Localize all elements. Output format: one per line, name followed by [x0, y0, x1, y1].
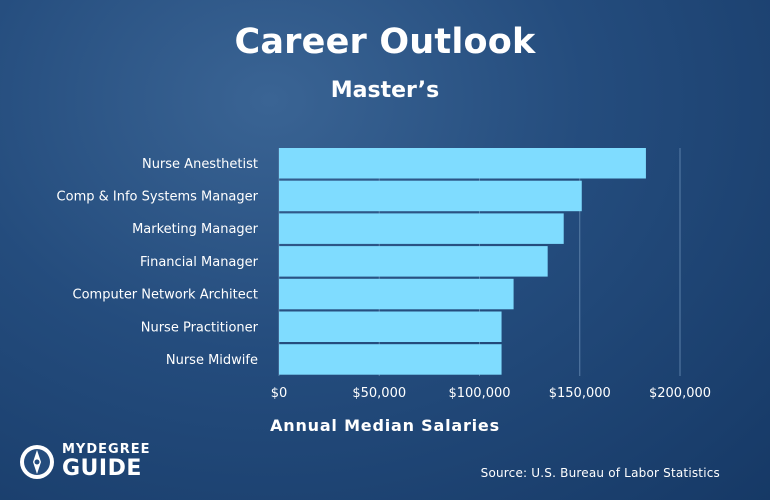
site-logo: MYDEGREE GUIDE — [18, 440, 151, 484]
bar — [279, 278, 514, 310]
x-tick-label: $0 — [271, 386, 288, 401]
source-note: Source: U.S. Bureau of Labor Statistics — [480, 466, 720, 480]
chart-subtitle: Master’s — [330, 78, 440, 103]
category-label: Financial Manager — [140, 255, 259, 270]
category-label: Nurse Midwife — [166, 353, 258, 368]
logo-text-top: MYDEGREE — [62, 442, 151, 457]
bar — [279, 148, 646, 179]
category-label: Computer Network Architect — [73, 288, 258, 303]
x-tick-label: $200,000 — [649, 386, 711, 401]
x-tick-label: $150,000 — [549, 386, 611, 401]
category-label: Nurse Anesthetist — [142, 157, 258, 172]
category-label: Comp & Info Systems Manager — [57, 189, 259, 204]
bar — [279, 180, 582, 212]
logo-text-bottom: GUIDE — [62, 456, 142, 481]
bar-chart: Nurse Anesthetist Comp & Info Systems Man… — [57, 148, 711, 401]
bar — [279, 213, 564, 244]
bar — [279, 344, 502, 375]
x-axis-label: Annual Median Salaries — [270, 416, 500, 435]
compass-icon — [20, 445, 54, 479]
category-label: Marketing Manager — [132, 222, 259, 237]
category-label: Nurse Practitioner — [141, 320, 259, 335]
chart-title: Career Outlook — [234, 22, 536, 62]
x-tick-label: $50,000 — [352, 386, 406, 401]
bar — [279, 311, 502, 342]
x-tick-label: $100,000 — [448, 386, 510, 401]
bar — [279, 246, 548, 277]
